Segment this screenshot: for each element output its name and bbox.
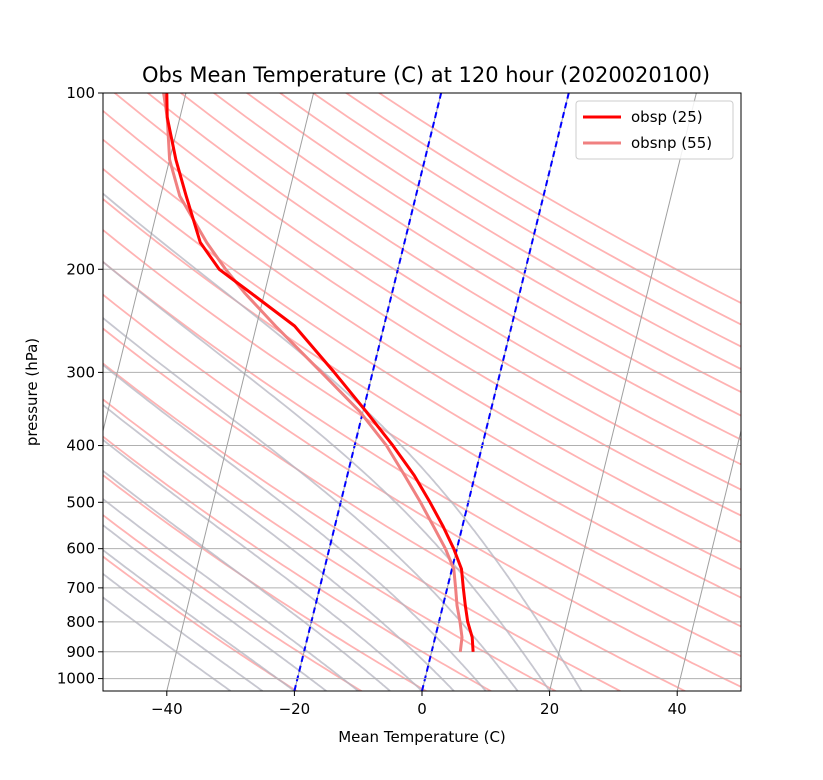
dry-adiabat-line [51, 66, 823, 693]
isotherm-line [677, 93, 823, 691]
y-tick-label: 500 [66, 493, 95, 511]
chart-title: Obs Mean Temperature (C) at 120 hour (20… [142, 63, 710, 87]
dry-adiabat-line [212, 66, 823, 693]
y-tick-label: 400 [66, 437, 95, 455]
grid-lines [103, 93, 741, 679]
legend-label: obsp (25) [631, 108, 703, 126]
legend: obsp (25) obsnp (55) [576, 101, 733, 159]
x-tick-label: 40 [668, 700, 687, 718]
x-axis-label: Mean Temperature (C) [338, 728, 506, 746]
dry-adiabat-line [179, 66, 823, 693]
isotherm-line [550, 93, 697, 691]
y-tick-label: 900 [66, 643, 95, 661]
x-tick-label: −20 [279, 700, 311, 718]
y-tick-label: 1000 [57, 670, 95, 688]
y-tick-label: 700 [66, 579, 95, 597]
dry-adiabat-line [0, 66, 301, 693]
y-tick-label: 800 [66, 613, 95, 631]
x-tick-label: 0 [417, 700, 427, 718]
y-tick-label: 300 [66, 363, 95, 381]
x-tick-label: −40 [151, 700, 183, 718]
moist-adiabat-line [0, 66, 422, 691]
legend-label: obsnp (55) [631, 134, 712, 152]
dry-adiabat-line [19, 66, 823, 693]
x-axis-ticks: −40 −20 0 20 40 [151, 691, 687, 718]
y-axis-label: pressure (hPa) [23, 338, 41, 446]
y-axis-ticks: 1000 900 800 700 600 500 400 300 200 100 [57, 84, 103, 688]
y-tick-label: 200 [66, 260, 95, 278]
x-tick-label: 20 [540, 700, 559, 718]
plot-frame [103, 93, 741, 691]
dry-adiabat-line [0, 66, 365, 693]
reference-lines [0, 66, 823, 693]
dry-adiabat-line [308, 66, 823, 693]
y-tick-label: 600 [66, 540, 95, 558]
y-tick-label: 100 [66, 84, 95, 102]
